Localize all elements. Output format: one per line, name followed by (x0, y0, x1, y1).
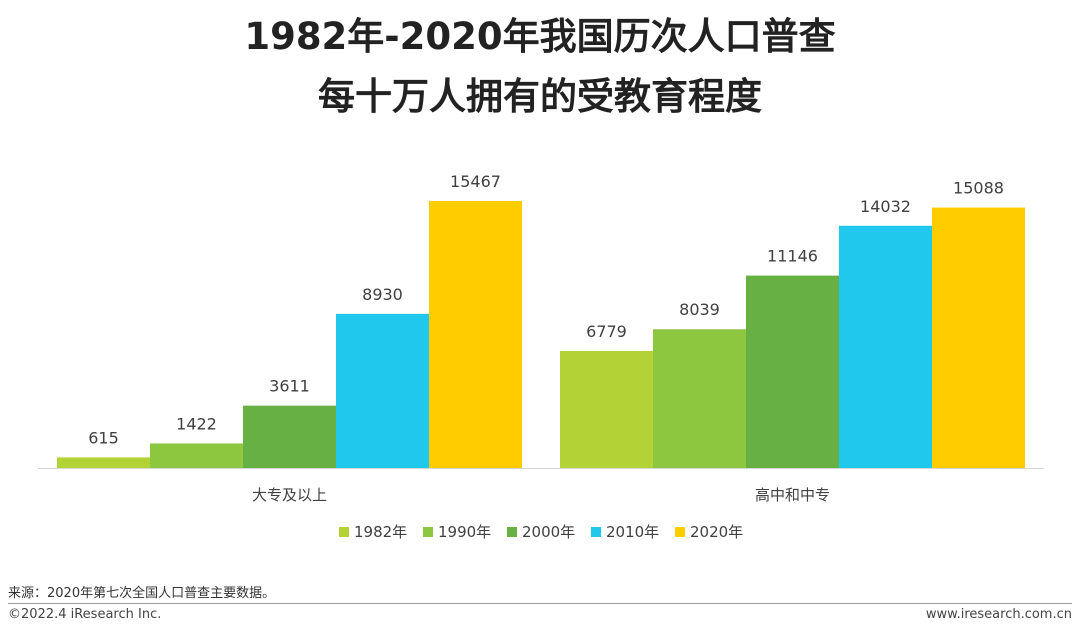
data-label: 3611 (269, 377, 310, 396)
legend-swatch (423, 527, 433, 537)
data-label: 8039 (679, 300, 720, 319)
data-label: 6779 (586, 322, 627, 341)
legend-label: 2020年 (690, 523, 743, 541)
bar (429, 201, 522, 468)
data-label: 15088 (953, 179, 1004, 198)
bar (746, 275, 839, 468)
data-label: 1422 (176, 414, 217, 433)
legend-label: 1990年 (438, 523, 491, 541)
data-label: 11146 (767, 247, 818, 266)
source-note: 来源：2020年第七次全国人口普查主要数据。 (8, 586, 276, 601)
chart-title-line1: 1982年-2020年我国历次人口普查 (244, 15, 836, 58)
legend-label: 2000年 (522, 523, 575, 541)
data-label: 8930 (362, 285, 403, 304)
bar (336, 313, 429, 468)
bar-chart: 615 1422 3611 8930 15467 大专及以上 6779 8039 11146 14… (38, 172, 1044, 541)
x-tick-label: 高中和中专 (755, 486, 830, 504)
bar (653, 329, 746, 468)
footer-divider (8, 603, 1072, 604)
legend-swatch (591, 527, 601, 537)
copyright-text: ©2022.4 iResearch Inc. (8, 607, 162, 622)
legend-label: 1982年 (354, 523, 407, 541)
chart-title-line2: 每十万人拥有的受教育程度 (318, 75, 762, 118)
website-link[interactable]: www.iresearch.com.cn (925, 607, 1072, 622)
bar (150, 443, 243, 468)
bar (57, 457, 150, 468)
bar (243, 405, 336, 468)
data-label: 14032 (860, 197, 911, 216)
bar (839, 225, 932, 468)
legend-swatch (675, 527, 685, 537)
data-label: 15467 (450, 172, 501, 191)
bar (932, 207, 1025, 468)
data-label: 615 (88, 428, 119, 447)
legend-swatch (507, 527, 517, 537)
legend-swatch (339, 527, 349, 537)
x-tick-label: 大专及以上 (252, 486, 327, 504)
legend-label: 2010年 (606, 523, 659, 541)
bar (560, 350, 653, 468)
